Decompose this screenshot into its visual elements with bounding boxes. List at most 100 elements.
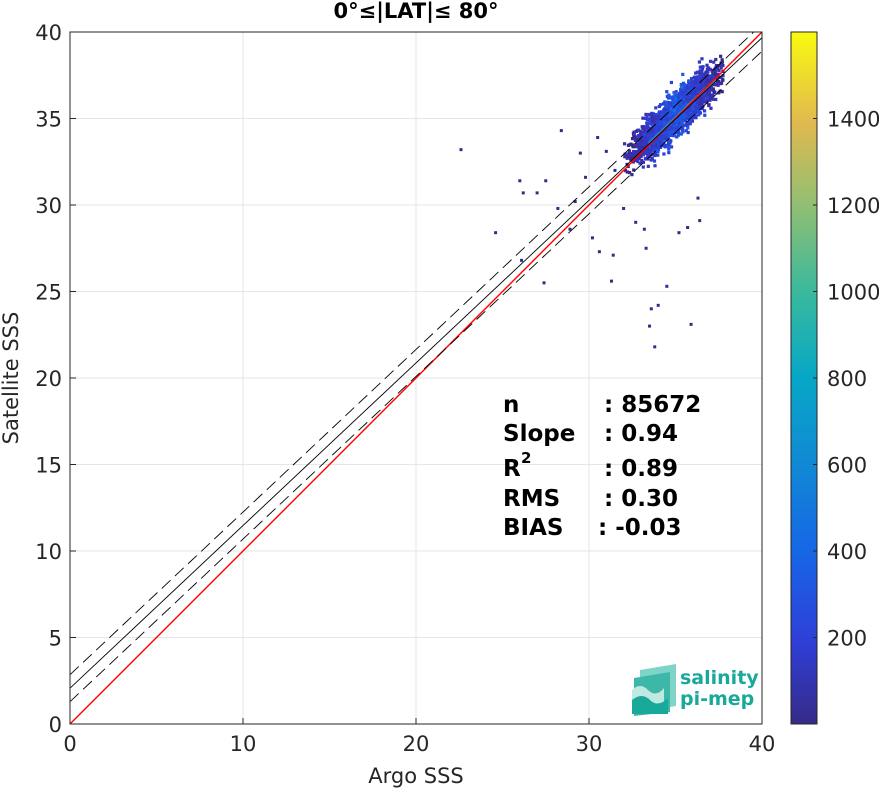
density-cell <box>645 131 650 135</box>
stat-label-r2: R <box>503 456 521 482</box>
density-peak-cell <box>663 126 666 130</box>
density-cell <box>638 161 642 165</box>
density-cell <box>692 103 697 107</box>
density-cell <box>669 113 673 117</box>
density-cell <box>708 67 712 71</box>
outlier-point <box>611 253 615 257</box>
density-cell <box>690 81 694 86</box>
density-cell <box>699 98 703 102</box>
density-cell <box>715 80 719 85</box>
density-cell <box>642 124 646 129</box>
density-cell <box>699 77 703 81</box>
density-cell <box>682 100 686 104</box>
density-cell <box>662 119 666 123</box>
density-cell <box>694 104 699 108</box>
density-cell <box>683 100 688 105</box>
density-cell <box>646 134 650 138</box>
density-cell <box>679 92 683 96</box>
density-cell <box>687 89 691 93</box>
density-cell <box>684 110 688 114</box>
stat-value-n: : 85672 <box>604 392 701 418</box>
density-cell <box>654 149 659 153</box>
density-cell <box>686 85 690 90</box>
density-cell <box>697 113 701 117</box>
density-cell <box>678 102 682 106</box>
stat-value-slope: : 0.94 <box>604 421 678 447</box>
density-cell <box>645 127 649 131</box>
density-cell <box>647 121 651 125</box>
density-cell <box>653 152 658 156</box>
density-cell <box>703 113 707 117</box>
density-cell <box>645 115 649 120</box>
density-cell <box>694 76 699 81</box>
density-cell <box>715 77 719 81</box>
outlier-point <box>634 220 638 224</box>
density-cell <box>709 94 713 98</box>
density-cell <box>704 70 708 74</box>
density-cell <box>680 112 684 116</box>
density-cell <box>630 153 635 157</box>
density-cloud <box>622 54 725 177</box>
density-cell <box>694 116 698 120</box>
logo-text-line1: salinity <box>680 667 759 689</box>
density-cell <box>702 78 706 82</box>
density-cell <box>639 129 643 134</box>
density-cell <box>717 91 721 95</box>
density-cell <box>656 118 661 122</box>
density-cell <box>643 116 647 120</box>
density-cell <box>686 94 690 98</box>
density-cell <box>686 106 690 110</box>
density-cell <box>693 81 698 85</box>
density-cell <box>670 108 674 113</box>
density-cell <box>628 171 632 175</box>
density-cell <box>634 142 638 146</box>
stat-value-r2: : 0.89 <box>604 456 678 482</box>
density-cell <box>670 103 674 108</box>
density-cell <box>650 132 655 136</box>
density-cell <box>667 126 671 130</box>
density-cell <box>698 87 702 92</box>
density-peak-cell <box>713 79 716 82</box>
outlier-point <box>597 250 601 254</box>
density-cell <box>701 65 705 69</box>
density-peak-cell <box>658 131 661 135</box>
density-cell <box>639 146 643 150</box>
density-cell <box>720 90 724 94</box>
density-cell <box>704 73 708 78</box>
density-cell <box>682 117 686 121</box>
density-cell <box>626 143 631 147</box>
density-cell <box>632 130 636 134</box>
density-cell <box>687 79 691 83</box>
density-cell <box>623 168 628 173</box>
density-cell <box>669 80 674 85</box>
density-peak-cell <box>652 137 655 140</box>
density-cell <box>700 85 704 89</box>
density-cell <box>650 130 654 134</box>
stat-value-rms: : 0.30 <box>604 486 678 512</box>
density-cell <box>716 83 720 87</box>
density-cell <box>674 96 678 100</box>
density-cell <box>678 104 683 109</box>
density-cell <box>676 110 680 114</box>
density-cell <box>641 153 645 157</box>
density-cell <box>718 89 722 93</box>
density-cell <box>697 101 702 105</box>
density-cell <box>654 128 658 132</box>
density-cell <box>648 129 652 133</box>
density-cell <box>649 143 653 148</box>
density-cell <box>674 109 678 113</box>
density-cell <box>654 144 658 148</box>
density-cell <box>681 72 685 77</box>
density-cell <box>695 90 699 94</box>
density-cell <box>721 78 725 82</box>
density-cell <box>632 168 636 172</box>
density-cell <box>695 93 699 97</box>
density-cell <box>706 88 710 92</box>
density-cell <box>675 135 679 139</box>
density-cell <box>697 111 702 115</box>
density-cell <box>702 109 707 113</box>
density-cell <box>687 85 691 90</box>
density-cell <box>654 114 658 119</box>
density-cell <box>677 129 681 133</box>
density-cell <box>681 105 685 109</box>
